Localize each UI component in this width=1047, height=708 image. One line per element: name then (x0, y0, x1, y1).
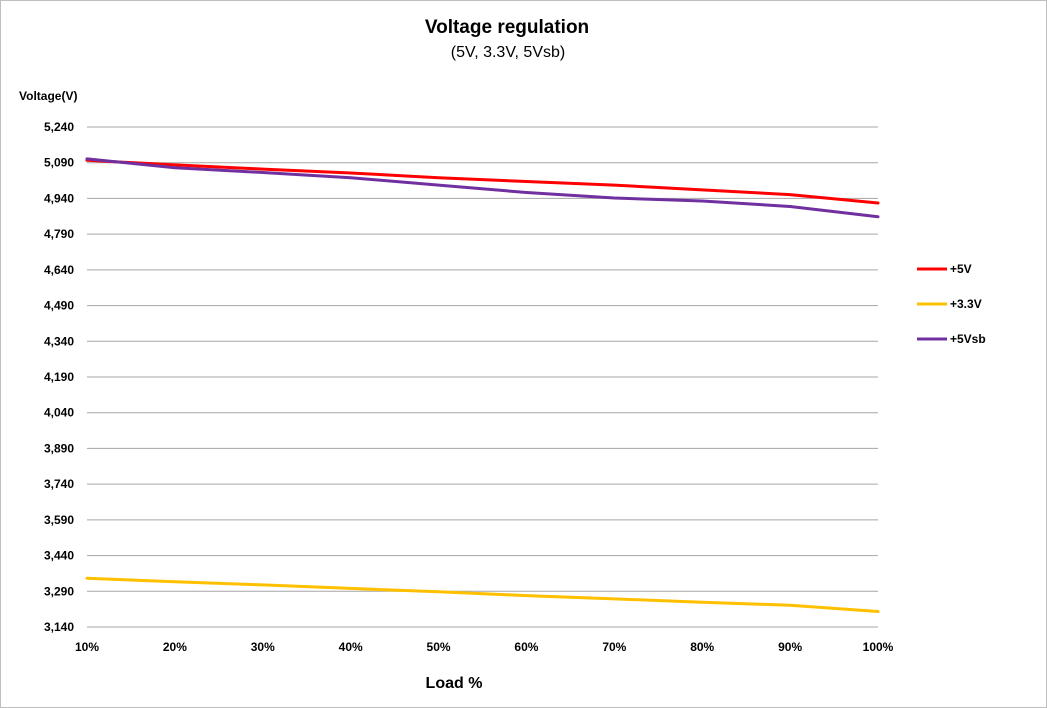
watermark-text: PCMAG.VN (909, 672, 1032, 697)
y-tick-label: 4,040 (44, 406, 74, 420)
x-tick-label: 40% (339, 640, 363, 654)
series-line-3 (85, 157, 880, 219)
y-tick-label: 4,490 (44, 299, 74, 313)
y-tick-label: 4,190 (44, 370, 74, 384)
x-tick-label: 70% (602, 640, 626, 654)
gridlines (87, 126, 878, 628)
y-tick-label: 5,090 (44, 156, 74, 170)
legend-label: +5V (950, 262, 972, 276)
x-tick-label: 80% (690, 640, 714, 654)
y-tick-label: 3,740 (44, 477, 74, 491)
y-tick-label: 3,290 (44, 584, 74, 598)
y-tick-label: 4,640 (44, 263, 74, 277)
legend-label: +3.3V (950, 297, 982, 311)
y-tick-label: 4,940 (44, 191, 74, 205)
series-line-1 (85, 158, 880, 205)
chart-title: Voltage regulation (425, 17, 589, 38)
legend: +5V +3.3V +5Vsb (917, 262, 986, 346)
x-tick-label: 60% (514, 640, 538, 654)
chart-subtitle: (5V, 3.3V, 5Vsb) (451, 44, 565, 61)
x-tick-label: 30% (251, 640, 275, 654)
y-tick-label: 4,790 (44, 227, 74, 241)
y-axis-label: Voltage(V) (19, 89, 77, 103)
x-tick-labels: 10% 20% 30% 40% 50% 60% 70% 80% 90% 100% (75, 640, 894, 654)
x-tick-label: 100% (863, 640, 894, 654)
x-tick-label: 90% (778, 640, 802, 654)
series-lines (85, 157, 880, 613)
x-tick-label: 20% (163, 640, 187, 654)
y-tick-label: 3,590 (44, 513, 74, 527)
y-tick-label: 4,340 (44, 334, 74, 348)
y-tick-label: 5,240 (44, 120, 74, 134)
y-tick-labels: 3,140 3,290 3,440 3,590 3,740 3,890 4,040 4,190… (44, 120, 74, 634)
series-line-2 (85, 576, 880, 613)
x-tick-label: 50% (427, 640, 451, 654)
x-tick-label: 10% (75, 640, 99, 654)
x-axis-label: Load % (426, 675, 483, 692)
y-tick-label: 3,140 (44, 620, 74, 634)
y-tick-label: 3,890 (44, 441, 74, 455)
y-tick-label: 3,440 (44, 549, 74, 563)
legend-label: +5Vsb (950, 332, 986, 346)
